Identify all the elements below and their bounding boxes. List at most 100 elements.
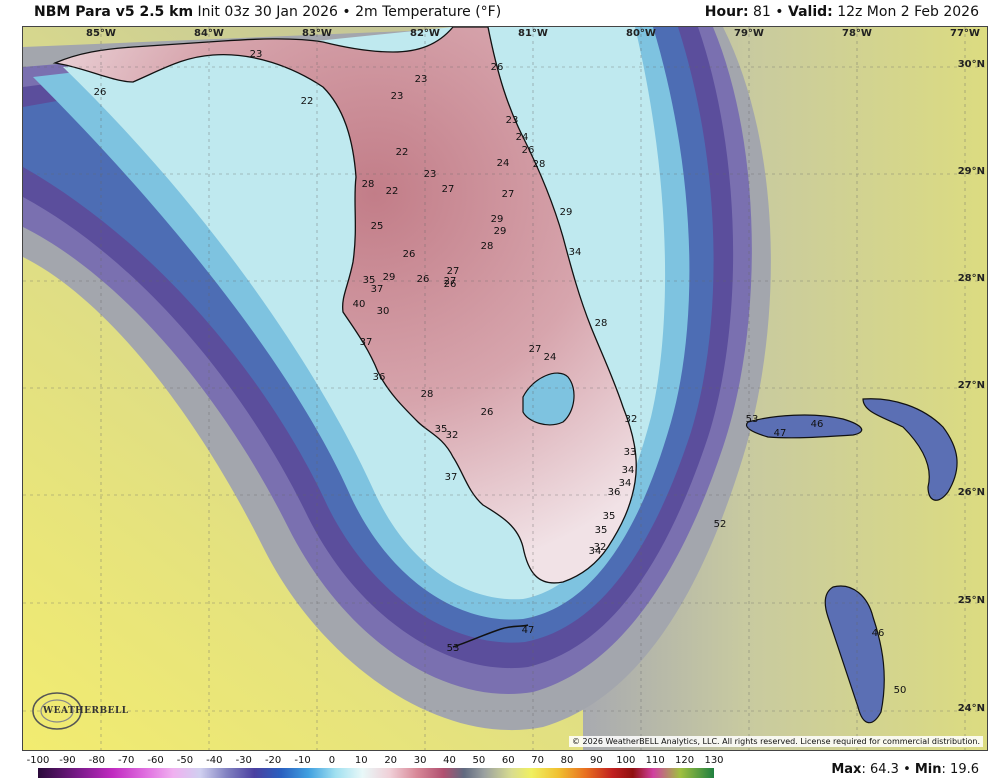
temperature-label: 47 [774,428,787,439]
temperature-label: 26 [94,87,107,98]
temperature-label: 27 [502,189,515,200]
temperature-label: 34 [622,465,635,476]
temperature-label: 27 [447,266,460,277]
longitude-label: 82°W [410,28,440,39]
legend-tick: -10 [294,755,311,766]
temperature-label: 40 [353,299,366,310]
legend-tick: -100 [26,755,50,766]
min-label: Min [914,762,942,777]
temperature-label: 32 [594,542,607,553]
temperature-label: 22 [386,186,399,197]
legend-tick: 40 [443,755,456,766]
latitude-label: 27°N [958,380,985,391]
graticule [23,27,987,750]
temperature-label: 29 [560,207,573,218]
temperature-label: 47 [522,625,535,636]
temperature-label: 28 [362,179,375,190]
latitude-label: 29°N [958,166,985,177]
grand-bahama [746,414,863,439]
temperature-label: 32 [446,430,459,441]
logo-text: WEATHERBELL [43,706,129,716]
longitude-label: 84°W [194,28,224,39]
hour-value: 81 [753,4,771,20]
legend-tick: 100 [616,755,636,766]
temperature-label: 26 [417,274,430,285]
temperature-label: 37 [371,284,384,295]
init-time: Init 03z 30 Jan 2026 [197,4,338,20]
legend-tick: -40 [206,755,223,766]
max-min-readout: Max: 64.3 • Min: 19.6 [831,762,979,777]
header-bar: NBM Para v5 2.5 km Init 03z 30 Jan 2026 … [0,0,997,26]
color-legend: -100 -90 -80 -70 -60 -50 -40 -30 -20 -10 0 10 20 30 40… [0,752,997,780]
florida-land [52,27,637,584]
legend-tick: -90 [59,755,76,766]
temperature-label: 29 [491,214,504,225]
legend-tick: 50 [472,755,486,766]
legend-tick: 120 [675,755,695,766]
legend-tick: -60 [147,755,164,766]
temperature-label: 50 [894,685,907,696]
latitude-label: 24°N [958,703,985,714]
temperature-label: 36 [608,487,621,498]
temperature-label: 28 [481,241,494,252]
legend-tick: 70 [531,755,545,766]
longitude-label: 80°W [626,28,656,39]
temperature-label: 23 [424,169,437,180]
temperature-map: 85°W 84°W 83°W 82°W 81°W 80°W 79°W 78°W 77°W 30°… [23,27,987,750]
temperature-label: 29 [383,272,396,283]
andros-island [824,585,885,724]
temperature-label: 25 [371,221,384,232]
valid-label: Valid: [788,4,833,20]
temperature-label: 36 [373,372,386,383]
temperature-label: 28 [533,159,546,170]
temperature-label: 27 [529,344,542,355]
legend-tick: 90 [590,755,603,766]
longitude-labels: 85°W 84°W 83°W 82°W 81°W 80°W 79°W 78°W 77°W [86,28,980,39]
weatherbell-logo: WEATHERBELL [29,688,128,734]
legend-ticks: -100 -90 -80 -70 -60 -50 -40 -30 -20 -10 0 10 20 30 40… [26,755,726,767]
temperature-label: 26 [522,145,535,156]
temperature-label: 32 [625,414,638,425]
model-title: NBM Para v5 2.5 km Init 03z 30 Jan 2026 … [34,4,501,20]
temperature-label: 34 [569,247,582,258]
legend-tick: -50 [176,755,194,766]
temperature-label: 24 [544,352,557,363]
temperature-label: 35 [363,275,376,286]
lake-okeechobee [522,372,575,426]
temperature-label: 46 [872,628,885,639]
temperature-label: 26 [491,62,504,73]
temperature-label: 34 [619,478,632,489]
legend-tick: 10 [354,755,368,766]
temperature-label: 27 [444,276,457,287]
temperature-label: 34 [589,546,602,557]
temperature-label: 24 [516,132,529,143]
separator: • [342,4,351,20]
latitude-label: 28°N [958,273,985,284]
legend-tick: 130 [704,755,724,766]
latitude-label: 30°N [958,59,985,70]
temperature-label: 26 [444,279,457,290]
temperature-label: 22 [396,147,409,158]
temperature-label: 23 [415,74,428,85]
temperature-label: 28 [421,389,434,400]
temperature-label: 33 [624,447,637,458]
valid-value: 12z Mon 2 Feb 2026 [837,4,979,20]
legend-tick: -70 [118,755,135,766]
temperature-label: 26 [403,249,416,260]
separator: • [775,4,784,20]
temperature-label: 35 [603,511,616,522]
temperature-label: 52 [714,519,727,530]
temperature-label: 29 [494,226,507,237]
map-panel[interactable]: 85°W 84°W 83°W 82°W 81°W 80°W 79°W 78°W 77°W 30°… [22,26,988,751]
copyright-notice: © 2026 WeatherBELL Analytics, LLC. All r… [569,736,983,747]
legend-tick: 30 [413,755,427,766]
temperature-label: 22 [301,96,314,107]
legend-tick: -80 [88,755,105,766]
field-name: 2m Temperature (°F) [355,4,502,20]
temperature-label: 46 [811,419,824,430]
temperature-label: 23 [391,91,404,102]
temperature-label: 24 [497,158,510,169]
temperature-label: 53 [746,414,759,425]
longitude-label: 83°W [302,28,332,39]
